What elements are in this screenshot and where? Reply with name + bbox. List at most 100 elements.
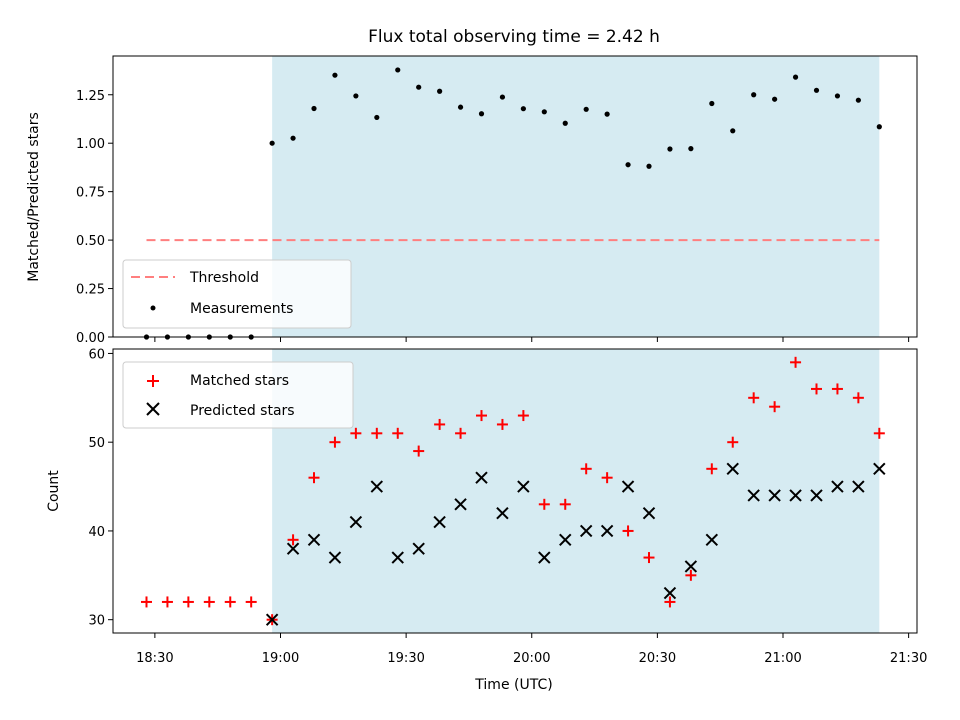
measurement-point [751,92,757,98]
legend-predicted-swatch [146,402,160,416]
measurement-point [730,128,736,134]
predicted-star-point [873,462,886,476]
predicted-star-stroke [852,480,865,493]
matched-star-point [161,596,173,608]
y-tick-label: 0.25 [76,283,105,298]
top-plot-marks [143,67,882,340]
predicted-star-stroke [538,551,551,564]
matched-star-point [245,596,257,608]
predicted-star-stroke [831,480,844,493]
predicted-star-point [517,480,530,493]
predicted-star-stroke [412,542,425,555]
y-tick-label: 0.00 [76,331,105,346]
matched-star-point [413,445,425,457]
predicted-star-point [579,524,593,538]
predicted-star-point [810,489,823,502]
predicted-star-stroke [370,480,384,493]
predicted-star-stroke [517,480,530,493]
predicted-star-point [726,462,739,476]
matched-star-point [643,552,655,564]
y-tick-label: 60 [88,347,105,362]
predicted-star-stroke [307,533,321,547]
x-tick-label: 19:00 [262,651,299,666]
measurement-point [792,74,799,80]
predicted-star-stroke [328,551,342,564]
y-tick-label: 1.00 [76,137,105,152]
matched-star-point [517,410,529,422]
matched-star-point [664,596,676,608]
y-tick-label: 0.50 [76,234,105,249]
measurement-point [478,111,485,117]
matched-star-point [622,525,634,537]
measurement-point [562,120,568,126]
predicted-star-point [768,489,781,502]
bottom-x-ticks: 18:30 19:00 19:30 20:00 20:30 21:00 21:30 [136,633,927,666]
measurement-point [625,162,631,168]
measurement-point [332,72,338,78]
predicted-star-stroke [579,524,593,538]
measurement-point [772,96,778,102]
y-tick-label: 40 [88,525,105,540]
predicted-star-point [747,489,760,502]
matched-star-point [831,383,843,395]
y-tick-label: 30 [88,614,105,629]
predicted-star-stroke [768,489,781,502]
predicted-star-stroke [873,462,886,476]
matched-star-point [538,498,550,510]
measurement-point [499,94,506,100]
matched-star-point [727,436,739,448]
legend-predicted-label: Predicted stars [190,403,295,419]
bottom-plot-marks [141,356,886,626]
predicted-star-stroke [642,506,656,520]
predicted-star-point [475,471,488,484]
legend-threshold-label: Threshold [189,270,259,286]
matched-star-point [476,410,487,422]
measurement-point [876,124,882,130]
x-tick-label: 18:30 [136,651,173,666]
measurement-point [395,67,401,73]
predicted-star-stroke [726,462,739,476]
predicted-star-point [621,480,635,493]
top-legend: Threshold Measurements [122,259,352,329]
predicted-star-point [538,551,551,564]
top-panel: 0.00 0.25 0.50 0.75 1.00 1.25 Matched/Predict… [26,55,918,346]
measurement-point [709,100,715,107]
y-tick-label: 50 [88,436,105,451]
y-tick-label: 0.75 [76,186,105,201]
predicted-star-stroke [454,498,467,511]
predicted-star-stroke [286,542,300,555]
x-tick-label: 20:30 [639,651,676,666]
predicted-star-stroke [433,515,446,529]
top-shaded-region [272,56,880,337]
top-y-axis-label: Matched/Predicted stars [26,112,42,282]
predicted-star-stroke [684,560,698,573]
bottom-y-ticks: 30 40 50 60 [88,347,113,629]
top-y-ticks: 0.00 0.25 0.50 0.75 1.00 1.25 [76,89,113,346]
measurement-point [311,105,317,112]
bottom-y-axis-label: Count [46,470,62,512]
predicted-star-stroke [349,515,363,529]
bottom-legend: Matched stars Predicted stars [122,361,354,429]
legend-matched-swatch [147,375,159,387]
measurement-point [416,84,422,90]
predicted-star-stroke [496,506,509,520]
matched-star-point [748,392,760,404]
matched-star-point [769,401,781,413]
top-x-ticks [154,337,910,342]
predicted-star-stroke [747,489,760,502]
predicted-star-point [684,560,698,573]
matched-star-point [434,418,446,430]
measurement-point [269,140,275,146]
measurement-point [688,146,694,152]
matched-star-point [224,596,236,608]
top-legend-box [122,259,352,329]
predicted-star-stroke [789,489,802,502]
predicted-star-stroke [810,489,823,502]
predicted-star-point [286,542,300,555]
measurement-point [667,146,673,152]
matched-star-point [371,427,383,439]
matched-star-point [685,569,697,581]
matched-star-point [203,596,215,608]
predicted-star-stroke [621,480,635,493]
